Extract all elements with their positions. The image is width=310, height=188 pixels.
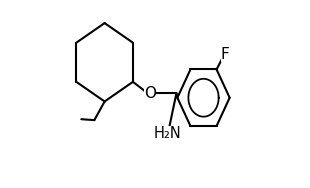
Text: H₂N: H₂N — [153, 126, 181, 141]
Text: F: F — [221, 47, 229, 62]
Text: O: O — [144, 86, 156, 101]
